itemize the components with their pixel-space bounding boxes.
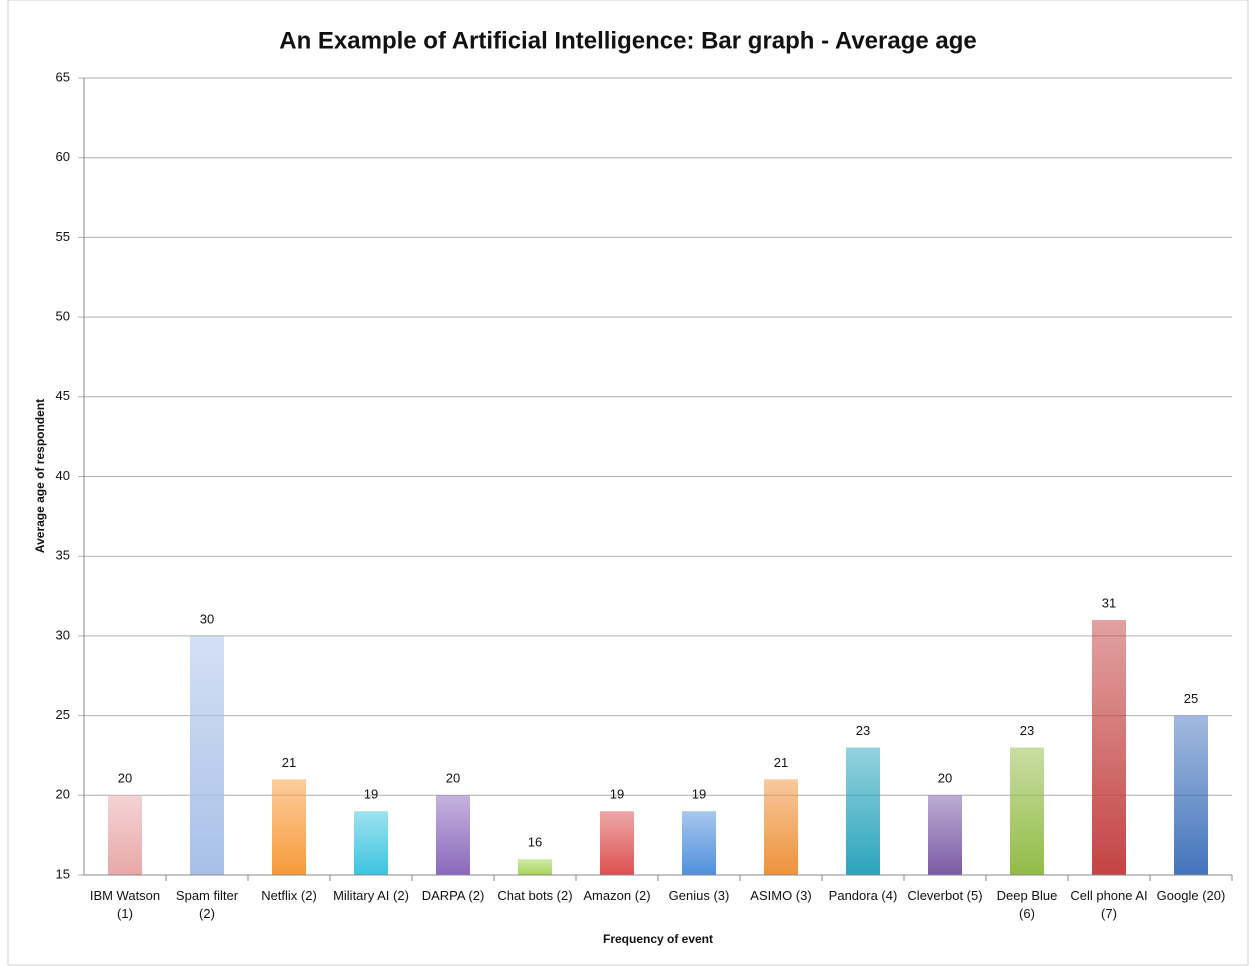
value-label: 25 (1184, 691, 1198, 706)
bar (436, 795, 470, 875)
y-tick-label: 60 (56, 149, 70, 164)
value-label: 19 (610, 787, 624, 802)
value-label: 23 (1020, 723, 1034, 738)
y-tick-label: 45 (56, 388, 70, 403)
y-tick-label: 20 (56, 787, 70, 802)
value-label: 19 (692, 787, 706, 802)
value-label: 30 (200, 611, 214, 626)
x-tick-label: Deep Blue (6) (996, 888, 1058, 921)
x-tick-label: Cleverbot (5) (907, 888, 983, 903)
y-tick-label: 65 (56, 69, 70, 84)
x-tick-label: Netflix (2) (261, 888, 317, 903)
value-label: 21 (774, 755, 788, 770)
bar (682, 811, 716, 875)
y-tick-label: 50 (56, 309, 70, 324)
x-tick-label: Spam filter (2) (175, 888, 239, 921)
y-axis-title: Average age of respondent (33, 399, 47, 553)
bar (1010, 747, 1044, 875)
value-label: 20 (118, 771, 132, 786)
x-tick-label: ASIMO (3) (750, 888, 812, 903)
x-tick-label: Military AI (2) (333, 888, 409, 903)
bar (190, 635, 224, 875)
value-label: 23 (856, 723, 870, 738)
y-tick-label: 35 (56, 548, 70, 563)
value-label: 19 (364, 787, 378, 802)
bar (1092, 619, 1126, 875)
value-label: 21 (282, 755, 296, 770)
value-label: 20 (938, 771, 952, 786)
x-tick-label: Genius (3) (668, 888, 730, 903)
chart-title: An Example of Artificial Intelligence: B… (279, 27, 977, 54)
x-tick-label: DARPA (2) (421, 888, 485, 903)
x-tick-label: Chat bots (2) (497, 888, 573, 903)
bar (846, 747, 880, 875)
bar (272, 779, 306, 875)
bar (1174, 715, 1208, 875)
y-tick-label: 30 (56, 627, 70, 642)
y-tick-label: 15 (56, 866, 70, 881)
bar (928, 795, 962, 875)
x-tick-label: IBM Watson (1) (89, 888, 161, 921)
value-label: 16 (528, 834, 542, 849)
x-tick-label: Pandora (4) (828, 888, 898, 903)
value-label: 20 (446, 771, 460, 786)
bar (108, 795, 142, 875)
value-label: 31 (1102, 595, 1116, 610)
bar (764, 779, 798, 875)
y-tick-label: 40 (56, 468, 70, 483)
bar (354, 811, 388, 875)
x-axis-title: Frequency of event (603, 932, 713, 946)
bar (518, 859, 552, 875)
x-tick-label: Cell phone AI (7) (1070, 888, 1148, 921)
y-tick-label: 55 (56, 229, 70, 244)
bar (600, 811, 634, 875)
x-tick-label: Google (20) (1156, 888, 1226, 903)
y-tick-label: 25 (56, 707, 70, 722)
frame (7, 0, 1249, 966)
x-tick-label: Amazon (2) (583, 888, 651, 903)
